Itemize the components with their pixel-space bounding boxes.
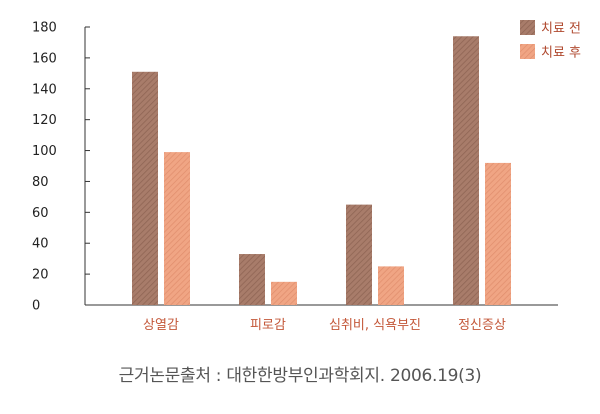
category-label: 심취비, 식욕부진 [329, 318, 421, 333]
chart-bars [132, 36, 511, 306]
category-label: 상열감 [143, 318, 179, 333]
legend-label: 치료 후 [541, 46, 581, 61]
bar-after-3 [378, 266, 404, 305]
y-tick-label: 20 [32, 268, 49, 283]
y-tick-label: 100 [32, 144, 57, 159]
y-tick-label: 140 [32, 82, 57, 97]
bar-before-3 [346, 204, 372, 305]
bar-after-2 [271, 281, 297, 305]
category-label: 피로감 [250, 318, 286, 333]
y-tick-label: 0 [32, 299, 40, 314]
legend: 치료 전치료 후 [520, 20, 581, 61]
bar-before-4 [453, 36, 479, 306]
category-label: 정신증상 [458, 318, 506, 333]
source-caption: 근거논문출처 : 대한한방부인과학회지. 2006.19(3) [118, 366, 482, 386]
bar-before-1 [132, 71, 158, 306]
bar-after-4 [485, 162, 511, 305]
bar-after-1 [164, 152, 190, 305]
legend-label: 치료 전 [541, 22, 581, 37]
y-tick-label: 40 [32, 237, 49, 252]
y-tick-label: 160 [32, 51, 57, 66]
y-tick-label: 180 [32, 21, 57, 36]
y-tick-label: 120 [32, 113, 57, 128]
legend-swatch [520, 44, 535, 59]
chart-axes: 0 20 40 60 80 100 120 140 160 180 [32, 21, 558, 314]
y-tick-label: 60 [32, 206, 49, 221]
legend-swatch [520, 20, 535, 35]
y-tick-label: 80 [32, 175, 49, 190]
category-labels: 상열감 피로감 심취비, 식욕부진 정신증상 [143, 318, 506, 333]
bar-before-2 [239, 254, 265, 305]
